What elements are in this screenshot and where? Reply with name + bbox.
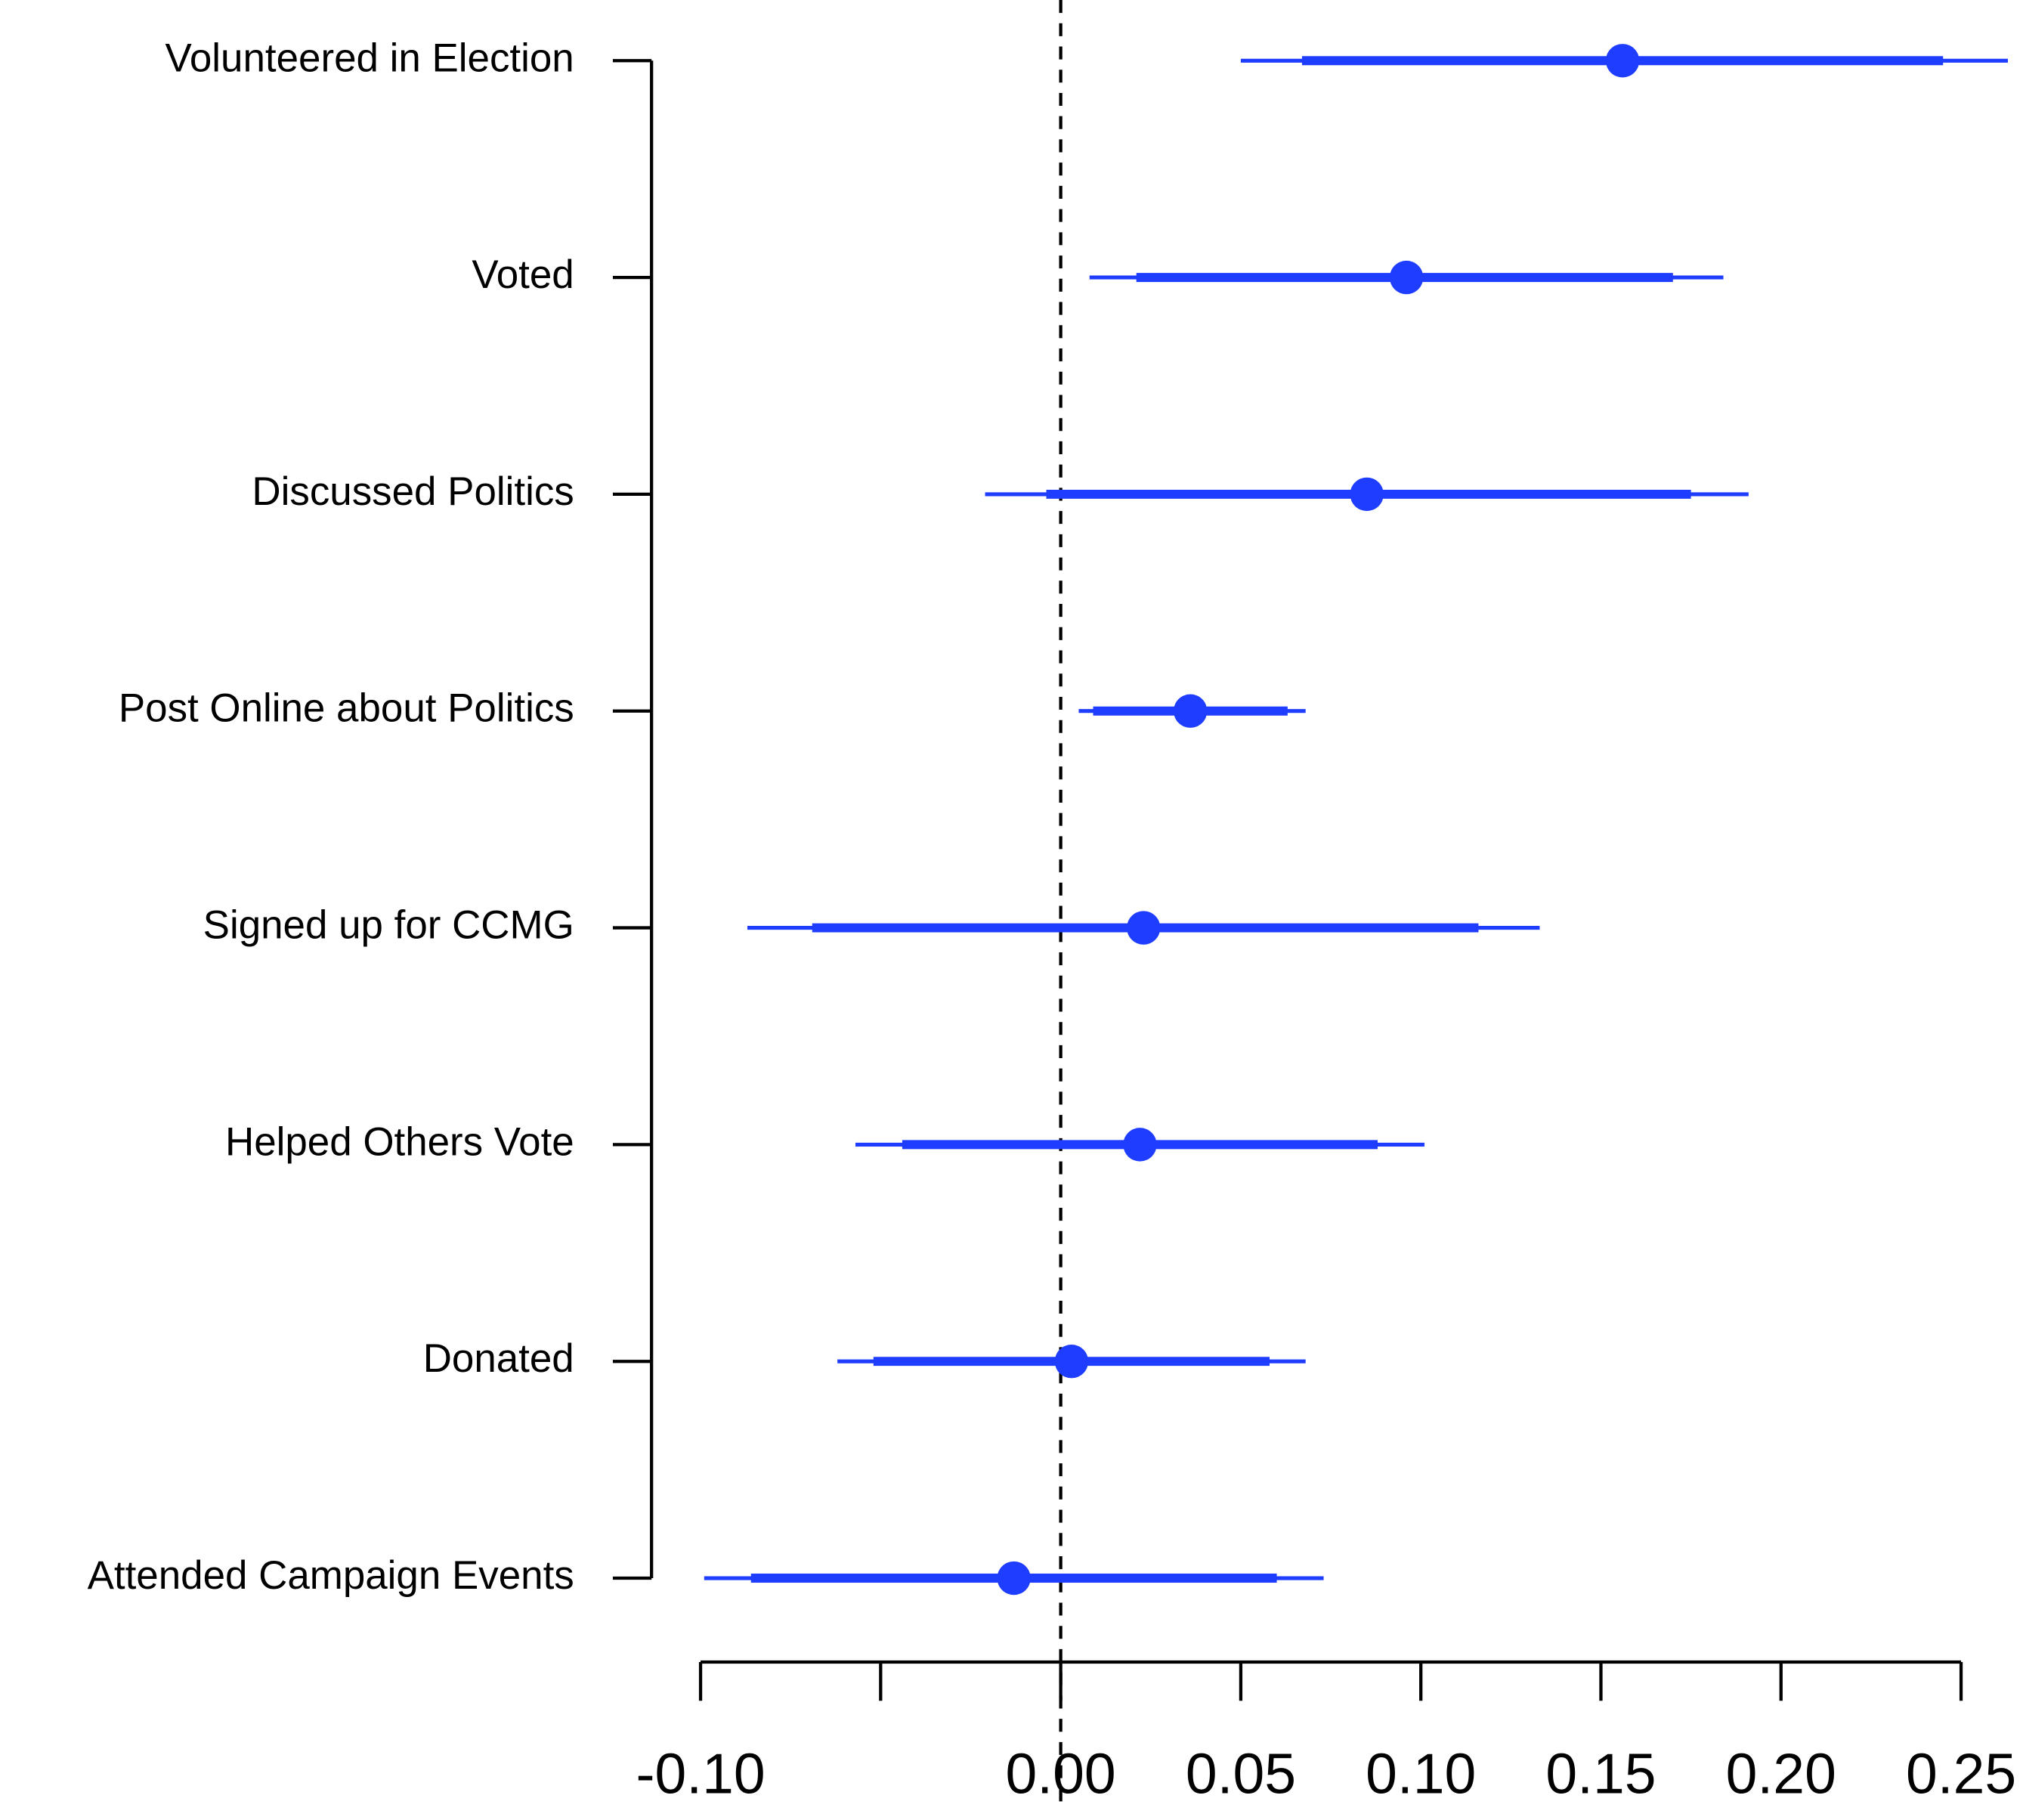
point-estimate: [1605, 44, 1640, 78]
point-estimate: [1173, 694, 1208, 728]
x-tick-label: 0.25: [1906, 1741, 2016, 1805]
point-estimate: [1350, 477, 1384, 512]
category-label: Attended Campaign Events: [88, 1553, 574, 1598]
x-tick-label: -0.10: [636, 1741, 765, 1805]
category-label: Signed up for CCMG: [203, 903, 574, 948]
category-label: Volunteered in Election: [165, 36, 574, 80]
point-estimate: [997, 1561, 1031, 1596]
category-label: Discussed Politics: [252, 469, 574, 514]
category-label: Helped Others Vote: [225, 1119, 574, 1164]
x-tick-label: 0.05: [1186, 1741, 1296, 1805]
x-tick-label: 0.20: [1726, 1741, 1836, 1805]
point-estimate: [1054, 1345, 1089, 1379]
point-estimate: [1389, 260, 1424, 295]
point-estimate: [1123, 1128, 1157, 1162]
category-label: Post Online about Politics: [119, 686, 574, 731]
point-estimate: [1127, 911, 1161, 945]
x-tick-label: 0.15: [1545, 1741, 1656, 1805]
x-tick-label: 0.10: [1366, 1741, 1476, 1805]
category-label: Voted: [472, 252, 574, 297]
category-label: Donated: [423, 1336, 574, 1381]
